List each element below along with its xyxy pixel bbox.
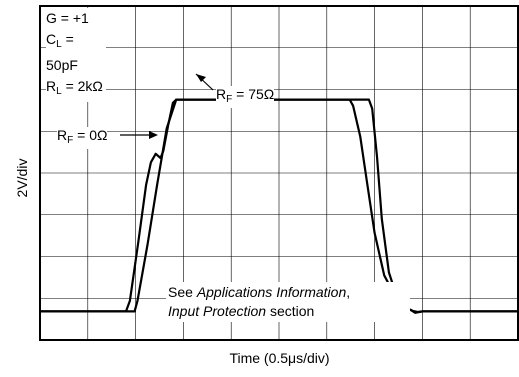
rf0-var: R <box>57 127 68 143</box>
load-resistance-label: RL = 2kΩ <box>46 76 106 102</box>
note-line-2: Input Protection section <box>168 302 408 321</box>
rf75-arrowhead <box>196 74 206 82</box>
cl-var: C <box>46 31 57 47</box>
note-comma: , <box>346 284 351 300</box>
rf75-label: RF = 75Ω <box>216 86 275 108</box>
rf75-sub: F <box>226 94 233 105</box>
annotation-arrows <box>120 73 214 139</box>
note-line-1: See Applications Information, <box>168 283 408 302</box>
plot-frame <box>39 5 519 341</box>
rf75-value: = 75Ω <box>232 86 275 102</box>
cl-sub: L <box>56 39 62 50</box>
grid <box>40 6 518 340</box>
rl-sub: L <box>56 86 62 97</box>
rf0-label: RF = 0Ω <box>57 127 108 149</box>
gain-label: G = +1 <box>46 10 89 26</box>
rf75-var: R <box>216 86 227 102</box>
x-axis-label: Time (0.5μs/div) <box>229 350 330 366</box>
load-capacitance-label: CL = 50pF <box>46 29 106 76</box>
note-applications-information: Applications Information <box>196 284 347 300</box>
note-see: See <box>168 284 197 300</box>
rl-var: R <box>46 78 57 94</box>
rl-value: = 2kΩ <box>61 78 103 94</box>
rf0-value: = 0Ω <box>73 127 108 143</box>
rf0-arrowhead <box>149 131 158 139</box>
rf0-sub: F <box>67 135 74 146</box>
note-input-protection: Input Protection <box>168 303 267 319</box>
applications-note: See Applications Information, Input Prot… <box>166 282 410 322</box>
y-axis-label: 2V/div <box>14 158 30 198</box>
note-section: section <box>266 303 315 319</box>
cl-value: = 50pF <box>46 31 78 73</box>
test-conditions: G = +1 CL = 50pF RL = 2kΩ <box>46 8 106 102</box>
